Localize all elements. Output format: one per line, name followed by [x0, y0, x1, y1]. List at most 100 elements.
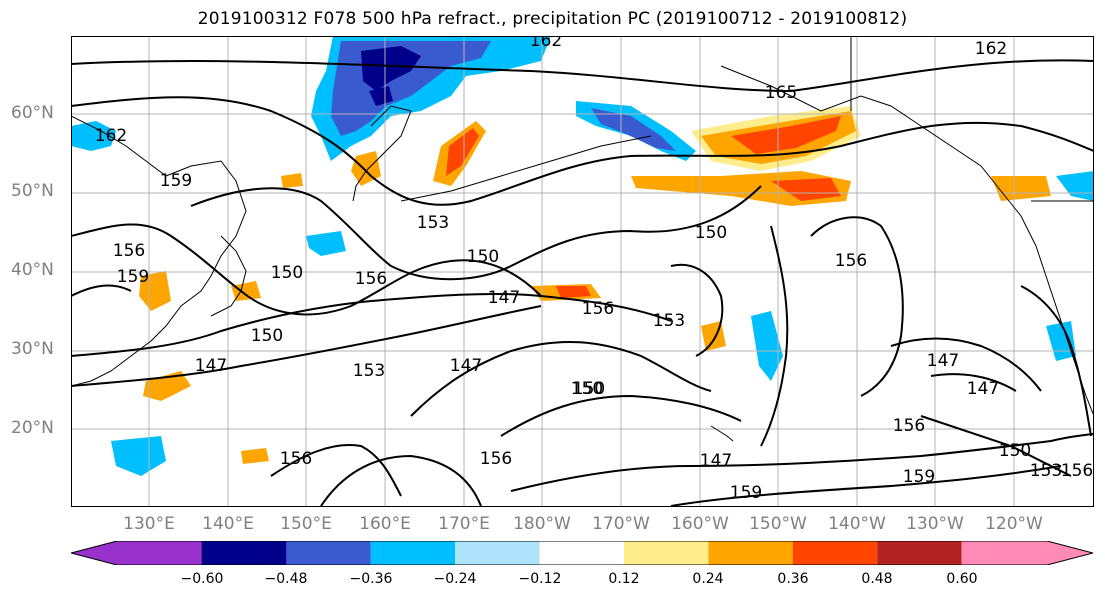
- contour-label: 162: [95, 126, 127, 146]
- coastline-alaska: [720, 65, 1037, 247]
- coastline-aleutians: [400, 135, 652, 202]
- lat-label-60n: 60°N: [11, 103, 54, 123]
- colorbar-tick: −0.24: [433, 571, 477, 587]
- precip-dark-blue-area-aleutian: [591, 108, 676, 151]
- contour-label: 147: [967, 379, 999, 399]
- contour-label: 165: [765, 83, 797, 103]
- lat-label-40n: 40°N: [11, 260, 54, 280]
- contour-labels: 162 162 165 162 159 156 159 150 156 153 …: [95, 36, 1093, 503]
- precip-blue-area-sw: [111, 436, 166, 476]
- contour-label: 147: [488, 288, 520, 308]
- lon-label-150e: 150°E: [280, 514, 332, 534]
- colorbar-swatch: [455, 541, 540, 565]
- lon-label-130e: 130°E: [123, 514, 175, 534]
- precip-blue-area-nw: [71, 121, 116, 151]
- contour-label: 156: [280, 449, 312, 469]
- coastline-japan: [210, 235, 247, 317]
- contour-label: 153: [653, 311, 685, 331]
- colorbar-tick: 0.24: [692, 571, 724, 587]
- colorbar-tick: 0.60: [946, 571, 978, 587]
- precip-blue-area-mid: [306, 231, 346, 256]
- colorbar-tick: −0.48: [264, 571, 308, 587]
- lon-label-130w: 130°W: [906, 514, 964, 534]
- contour-label: 156: [113, 241, 145, 261]
- colorbar-tick: 0.48: [861, 571, 893, 587]
- coastline-north-america: [1035, 245, 1094, 417]
- lon-label-180w: 180°W: [513, 514, 571, 534]
- contour-label: 153: [1030, 461, 1062, 481]
- colorbar-tick: 0.12: [608, 571, 640, 587]
- contour-label: 162: [975, 39, 1007, 59]
- coastline-asia: [71, 115, 247, 387]
- precipitation-colorbar: [71, 541, 1093, 565]
- precip-navy-area-north: [361, 46, 421, 91]
- precip-orange-area-hawaii: [701, 321, 726, 351]
- colorbar-swatch: [708, 541, 793, 565]
- lon-label-170w: 170°W: [592, 514, 650, 534]
- precip-orange-area-west: [281, 173, 303, 188]
- contour-label: 159: [160, 171, 192, 191]
- contour-label: 147: [450, 356, 482, 376]
- colorbar-swatch: [286, 541, 371, 565]
- contour-label: 156: [893, 416, 925, 436]
- precip-red-band-gulf: [771, 178, 841, 201]
- precipitation-shading: [71, 36, 1094, 476]
- lon-label-140w: 140°W: [828, 514, 886, 534]
- precip-blue-area-se: [1046, 321, 1076, 361]
- contour-label: 150: [467, 247, 499, 267]
- precip-red-area-center: [556, 286, 591, 298]
- lon-label-150w: 150°W: [749, 514, 807, 534]
- lat-label-30n: 30°N: [11, 339, 54, 359]
- lon-label-120w: 120°W: [985, 514, 1043, 534]
- contour-label: 150: [999, 441, 1031, 461]
- contour-label: 156: [835, 251, 867, 271]
- map-panel: 162 162 165 162 159 156 159 150 156 153 …: [71, 36, 1094, 507]
- precip-red-front: [446, 128, 479, 176]
- refractivity-contours: [71, 59, 1094, 507]
- coastline-kamchatka: [352, 105, 412, 202]
- precip-red-band-alaska: [731, 116, 841, 154]
- colorbar-tick: −0.36: [349, 571, 393, 587]
- lat-label-20n: 20°N: [11, 418, 54, 438]
- coastlines: [71, 36, 1094, 442]
- precip-orange-area-east: [991, 176, 1051, 201]
- colorbar-tick: −0.12: [518, 571, 562, 587]
- contour-label: 147: [195, 356, 227, 376]
- lon-label-160w: 160°W: [671, 514, 729, 534]
- precip-blue-area-coast: [1056, 171, 1094, 201]
- lon-label-160e: 160°E: [359, 514, 411, 534]
- contour-label: 150: [695, 223, 727, 243]
- graticule: [71, 36, 1094, 507]
- map-title: 2019100312 F078 500 hPa refract., precip…: [197, 9, 908, 29]
- contour-label: 156: [355, 269, 387, 289]
- contour-label: 156: [1061, 461, 1093, 481]
- contour-label: 150: [571, 379, 603, 399]
- contour-label: 150: [573, 379, 605, 399]
- contour-label: 153: [417, 213, 449, 233]
- precip-orange-area-sw: [241, 448, 269, 464]
- lon-label-140e: 140°E: [202, 514, 254, 534]
- colorbar-swatch: [792, 541, 878, 565]
- lat-label-50n: 50°N: [11, 181, 54, 201]
- colorbar-swatch: [624, 541, 709, 565]
- colorbar-tick: −0.60: [180, 571, 224, 587]
- colorbar-swatch: [539, 541, 624, 565]
- colorbar-swatch: [202, 541, 287, 565]
- precip-orange-area-japan: [139, 271, 171, 311]
- precip-blue-area-center-east: [751, 311, 783, 381]
- colorbar-swatch: [877, 541, 962, 565]
- colorbar-tick: 0.36: [777, 571, 809, 587]
- contour-label: 156: [480, 449, 512, 469]
- contour-label: 156: [582, 299, 614, 319]
- contour-label: 147: [700, 451, 732, 471]
- contour-label: 162: [530, 36, 562, 51]
- colorbar-extend-high: [961, 541, 1093, 565]
- colorbar-swatch: [370, 541, 456, 565]
- contour-label: 159: [903, 467, 935, 487]
- coastline-hawaii: [710, 425, 734, 442]
- precip-orange-area-mid: [231, 281, 261, 301]
- contour-label: 147: [927, 351, 959, 371]
- contour-label: 150: [271, 263, 303, 283]
- colorbar-extend-low: [71, 541, 203, 565]
- lon-label-170e: 170°E: [438, 514, 490, 534]
